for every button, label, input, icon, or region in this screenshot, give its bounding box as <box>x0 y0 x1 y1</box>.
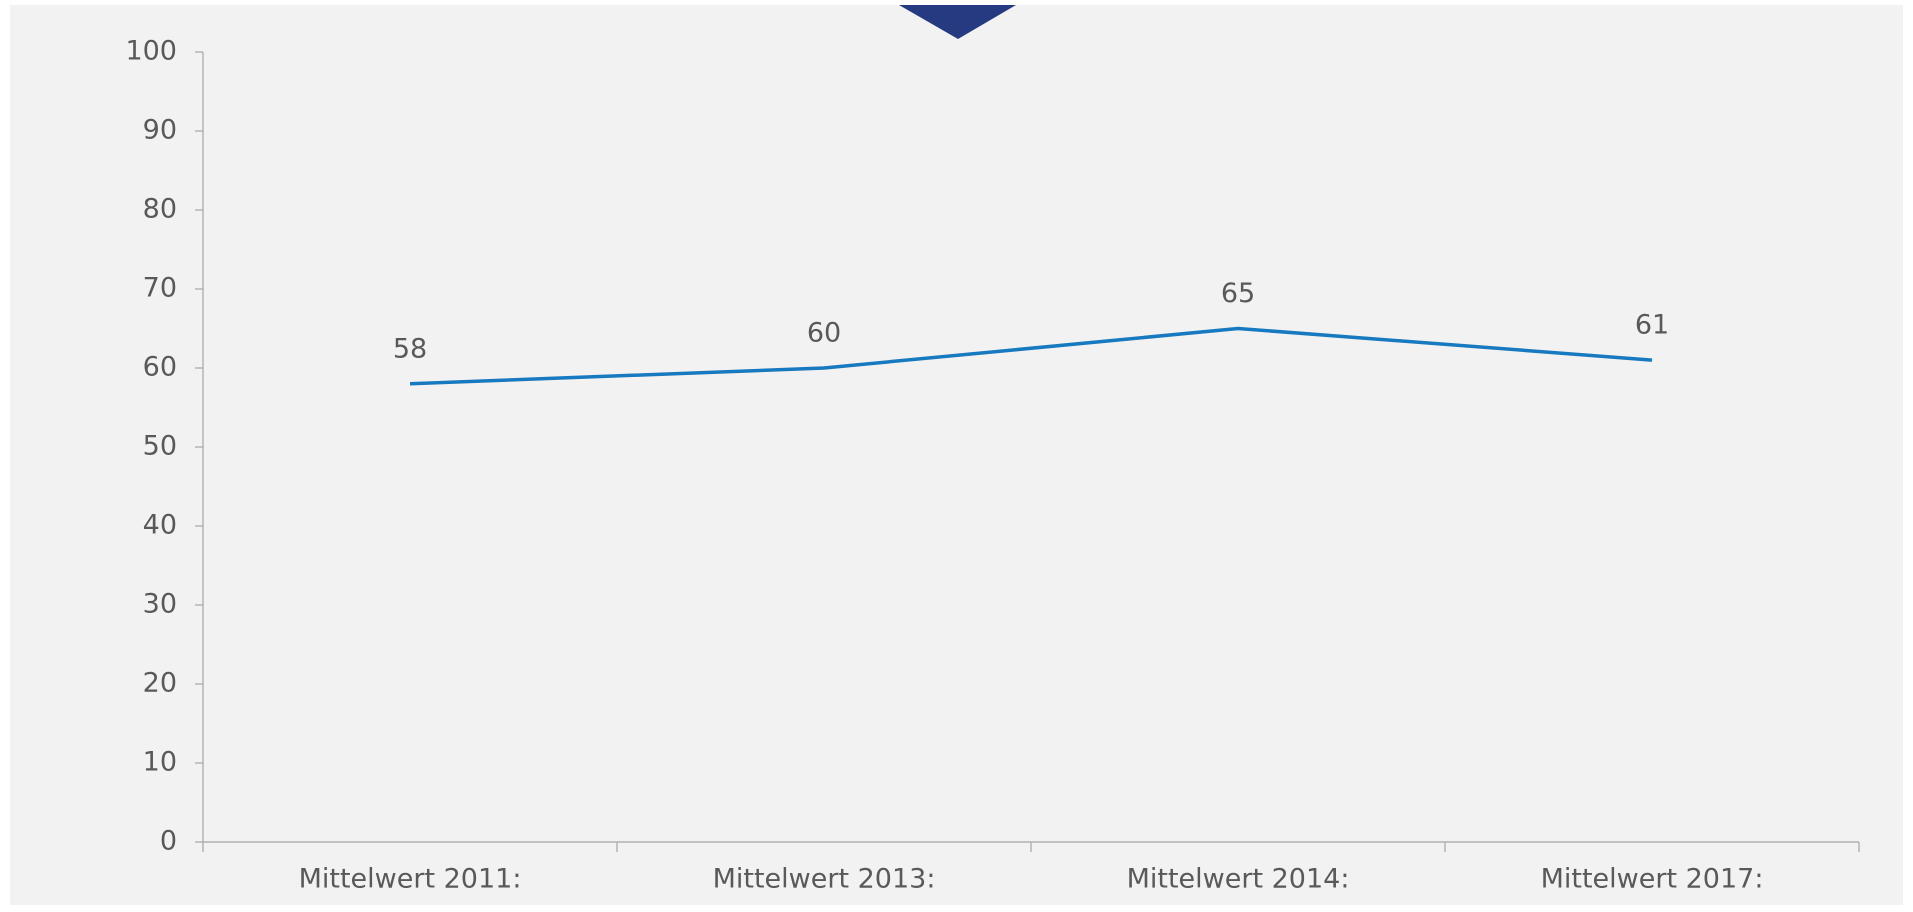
data-label: 61 <box>1635 310 1669 341</box>
y-tick-label: 70 <box>143 273 177 304</box>
line-series <box>409 326 1653 386</box>
y-tick-label: 60 <box>143 352 177 383</box>
y-tick-label: 20 <box>143 668 177 699</box>
data-label: 60 <box>807 318 841 349</box>
y-tick-label: 0 <box>160 826 177 857</box>
y-tick-label: 40 <box>143 510 177 541</box>
x-tick-label: Mittelwert 2011: <box>299 864 522 895</box>
y-tick-label: 10 <box>143 747 177 778</box>
y-tick-label: 50 <box>143 431 177 462</box>
x-tick-label: Mittelwert 2014: <box>1127 864 1350 895</box>
y-tick-label: 90 <box>143 115 177 146</box>
y-tick-label: 80 <box>143 194 177 225</box>
x-tick-label: Mittelwert 2013: <box>713 864 936 895</box>
y-tick-label: 30 <box>143 589 177 620</box>
data-label: 58 <box>393 333 427 364</box>
data-label: 65 <box>1221 278 1255 309</box>
indicator-triangle <box>899 5 1016 39</box>
y-tick-label: 100 <box>125 36 177 67</box>
x-tick-label: Mittelwert 2017: <box>1541 864 1764 895</box>
chart-background <box>10 5 1903 905</box>
